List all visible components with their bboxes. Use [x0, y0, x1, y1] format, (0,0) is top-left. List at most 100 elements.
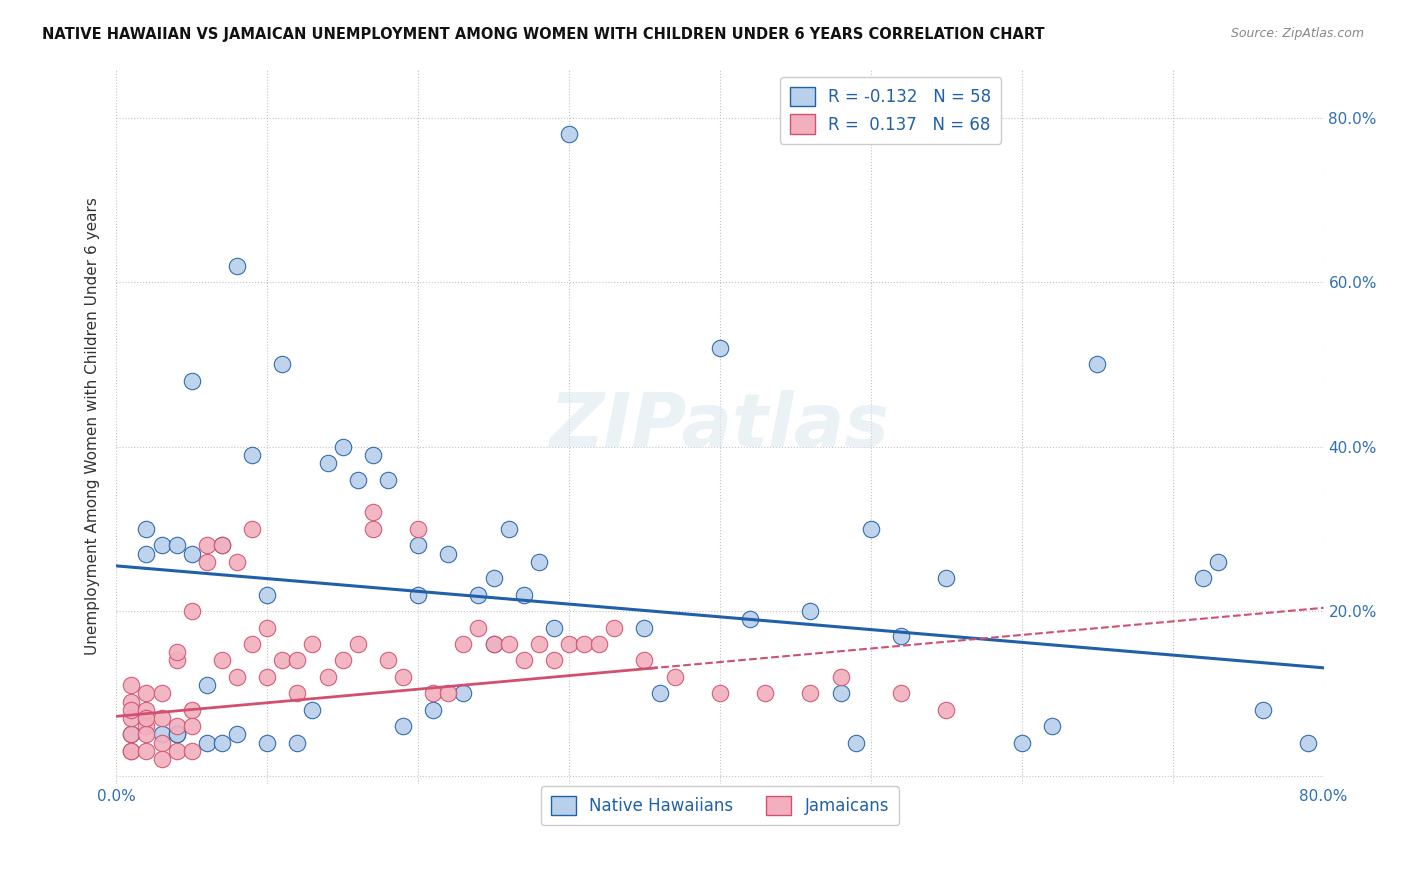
Point [211, 653, 233, 667]
Point [150, 538, 173, 552]
Point [211, 538, 233, 552]
Point [740, 612, 762, 626]
Point [361, 448, 384, 462]
Point [195, 736, 218, 750]
Point [316, 670, 339, 684]
Point [195, 555, 218, 569]
Point [890, 686, 912, 700]
Point [120, 744, 142, 758]
Point [135, 547, 157, 561]
Point [453, 637, 475, 651]
Point [256, 670, 278, 684]
Point [271, 653, 294, 667]
Point [482, 571, 505, 585]
Point [709, 341, 731, 355]
Point [135, 727, 157, 741]
Point [467, 621, 489, 635]
Point [498, 522, 520, 536]
Point [558, 128, 581, 142]
Point [422, 686, 444, 700]
Point [543, 621, 565, 635]
Point [406, 522, 429, 536]
Point [211, 736, 233, 750]
Point [180, 547, 202, 561]
Point [120, 694, 142, 708]
Point [240, 448, 263, 462]
Point [830, 670, 852, 684]
Point [180, 604, 202, 618]
Point [437, 686, 460, 700]
Point [346, 473, 368, 487]
Point [332, 653, 354, 667]
Point [935, 703, 957, 717]
Point [301, 703, 323, 717]
Point [195, 678, 218, 692]
Point [437, 547, 460, 561]
Point [1206, 555, 1229, 569]
Point [166, 744, 188, 758]
Point [180, 744, 202, 758]
Point [256, 736, 278, 750]
Point [498, 637, 520, 651]
Point [226, 555, 249, 569]
Point [346, 637, 368, 651]
Point [256, 621, 278, 635]
Point [240, 637, 263, 651]
Point [195, 538, 218, 552]
Point [180, 374, 202, 388]
Point [799, 604, 821, 618]
Point [392, 719, 415, 733]
Point [166, 538, 188, 552]
Point [1192, 571, 1215, 585]
Point [648, 686, 671, 700]
Point [453, 686, 475, 700]
Point [754, 686, 776, 700]
Point [120, 727, 142, 741]
Point [150, 686, 173, 700]
Point [482, 637, 505, 651]
Point [150, 752, 173, 766]
Y-axis label: Unemployment Among Women with Children Under 6 years: Unemployment Among Women with Children U… [86, 197, 100, 655]
Point [1011, 736, 1033, 750]
Point [845, 736, 868, 750]
Point [482, 637, 505, 651]
Point [1040, 719, 1063, 733]
Point [166, 653, 188, 667]
Point [1298, 736, 1320, 750]
Point [240, 522, 263, 536]
Point [226, 259, 249, 273]
Point [226, 670, 249, 684]
Point [406, 538, 429, 552]
Point [377, 653, 399, 667]
Point [709, 686, 731, 700]
Point [180, 703, 202, 717]
Point [543, 653, 565, 667]
Point [135, 719, 157, 733]
Point [120, 678, 142, 692]
Point [150, 727, 173, 741]
Point [527, 637, 550, 651]
Point [513, 588, 536, 602]
Point [285, 653, 308, 667]
Point [572, 637, 595, 651]
Point [166, 645, 188, 659]
Point [392, 670, 415, 684]
Point [633, 621, 655, 635]
Point [226, 727, 249, 741]
Point [859, 522, 882, 536]
Point [135, 711, 157, 725]
Point [361, 505, 384, 519]
Point [422, 703, 444, 717]
Text: NATIVE HAWAIIAN VS JAMAICAN UNEMPLOYMENT AMONG WOMEN WITH CHILDREN UNDER 6 YEARS: NATIVE HAWAIIAN VS JAMAICAN UNEMPLOYMENT… [42, 27, 1045, 42]
Point [1251, 703, 1274, 717]
Point [332, 440, 354, 454]
Point [406, 588, 429, 602]
Point [271, 358, 294, 372]
Point [603, 621, 626, 635]
Point [180, 719, 202, 733]
Point [285, 736, 308, 750]
Point [467, 588, 489, 602]
Point [799, 686, 821, 700]
Point [633, 653, 655, 667]
Point [361, 522, 384, 536]
